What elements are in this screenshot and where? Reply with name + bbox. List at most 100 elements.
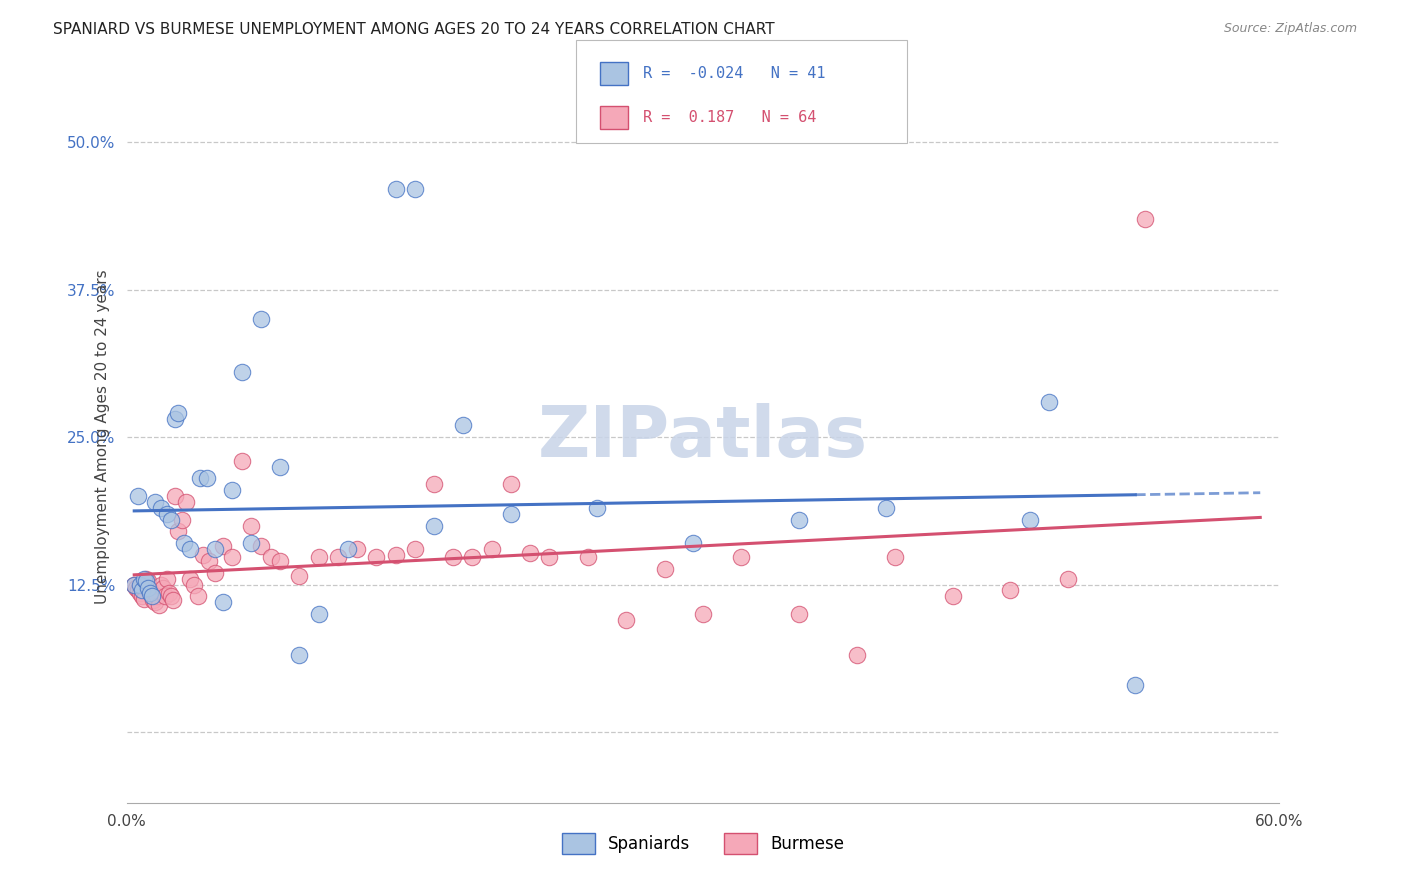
Point — [153, 590, 176, 604]
Point — [1133, 211, 1156, 226]
Point — [481, 542, 503, 557]
Point — [163, 489, 186, 503]
Point — [125, 581, 148, 595]
Point — [654, 562, 676, 576]
Point — [499, 507, 522, 521]
Point — [231, 365, 253, 379]
Point — [538, 550, 561, 565]
Point — [423, 518, 446, 533]
Point — [692, 607, 714, 621]
Point — [136, 574, 159, 588]
Point — [146, 590, 169, 604]
Point — [131, 583, 153, 598]
Y-axis label: Unemployment Among Ages 20 to 24 years: Unemployment Among Ages 20 to 24 years — [94, 269, 110, 605]
Point — [138, 586, 160, 600]
Point — [204, 566, 226, 580]
Point — [240, 536, 263, 550]
Point — [142, 593, 165, 607]
Point — [614, 613, 637, 627]
Point — [346, 542, 368, 557]
Point — [326, 550, 349, 565]
Point — [1125, 678, 1147, 692]
Point — [308, 550, 330, 565]
Point — [787, 607, 810, 621]
Point — [211, 595, 233, 609]
Point — [845, 648, 868, 663]
Point — [288, 648, 311, 663]
Point — [193, 548, 215, 562]
Point — [519, 546, 541, 560]
Point — [167, 407, 190, 421]
Point — [259, 550, 281, 565]
Point — [269, 554, 291, 568]
Point — [173, 536, 195, 550]
Point — [195, 471, 218, 485]
Point — [167, 524, 190, 539]
Text: Source: ZipAtlas.com: Source: ZipAtlas.com — [1223, 22, 1357, 36]
Point — [441, 550, 464, 565]
Point — [682, 536, 704, 550]
Text: R =  0.187   N = 64: R = 0.187 N = 64 — [643, 111, 815, 125]
Point — [787, 513, 810, 527]
Point — [148, 598, 170, 612]
Point — [250, 539, 273, 553]
Point — [157, 586, 180, 600]
Point — [131, 590, 153, 604]
Point — [576, 550, 599, 565]
Point — [942, 590, 965, 604]
Point — [423, 477, 446, 491]
Legend: Spaniards, Burmese: Spaniards, Burmese — [555, 827, 851, 860]
Point — [135, 574, 157, 588]
Point — [187, 590, 209, 604]
Point — [179, 542, 201, 557]
Point — [172, 513, 194, 527]
Point — [240, 518, 263, 533]
Point — [127, 489, 149, 503]
Point — [586, 500, 609, 515]
Point — [138, 583, 160, 598]
Point — [135, 572, 157, 586]
Point — [145, 595, 166, 609]
Point — [1057, 572, 1080, 586]
Point — [163, 412, 186, 426]
Point — [127, 583, 149, 598]
Point — [451, 418, 474, 433]
Point — [188, 471, 211, 485]
Point — [499, 477, 522, 491]
Point — [198, 554, 221, 568]
Point — [162, 593, 184, 607]
Point — [141, 590, 163, 604]
Point — [884, 550, 907, 565]
Point — [141, 588, 163, 602]
Point — [132, 572, 155, 586]
Point — [152, 581, 174, 595]
Point — [384, 182, 406, 196]
Point — [730, 550, 752, 565]
Point — [159, 590, 181, 604]
Point — [129, 577, 152, 591]
Point — [875, 500, 897, 515]
Point — [221, 550, 243, 565]
Point — [174, 495, 197, 509]
Point — [461, 550, 484, 565]
Point — [1018, 513, 1040, 527]
Point — [204, 542, 226, 557]
Text: SPANIARD VS BURMESE UNEMPLOYMENT AMONG AGES 20 TO 24 YEARS CORRELATION CHART: SPANIARD VS BURMESE UNEMPLOYMENT AMONG A… — [53, 22, 775, 37]
Point — [179, 572, 201, 586]
Point — [1038, 394, 1060, 409]
Text: ZIPatlas: ZIPatlas — [538, 402, 868, 472]
Point — [308, 607, 330, 621]
Point — [384, 548, 406, 562]
Point — [150, 577, 173, 591]
Point — [145, 495, 166, 509]
Text: R =  -0.024   N = 41: R = -0.024 N = 41 — [643, 66, 825, 80]
Point — [129, 586, 152, 600]
Point — [156, 572, 179, 586]
Point — [136, 581, 159, 595]
Point — [122, 577, 145, 591]
Point — [269, 459, 291, 474]
Point — [288, 569, 311, 583]
Point — [132, 591, 155, 606]
Point — [1000, 583, 1022, 598]
Point — [159, 513, 181, 527]
